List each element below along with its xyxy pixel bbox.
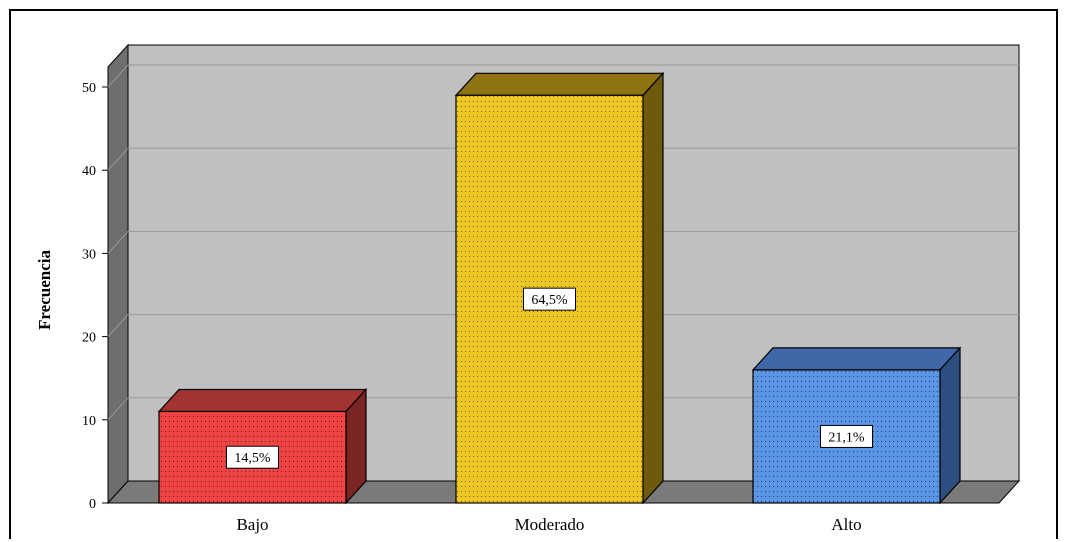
y-axis-ticks: 0 10 20 30 40 50 bbox=[82, 81, 108, 512]
y-tick-label: 0 bbox=[89, 497, 96, 512]
y-tick-label: 10 bbox=[82, 414, 96, 429]
y-tick-label: 40 bbox=[82, 164, 96, 179]
data-label-box bbox=[226, 445, 279, 469]
data-label: 21,1% bbox=[828, 430, 865, 445]
data-label-box bbox=[820, 424, 873, 448]
data-label-box bbox=[523, 287, 576, 311]
gridline-side bbox=[107, 314, 129, 337]
bars: 14,5% 64,5% 21,1% bbox=[157, 71, 962, 505]
x-tick-label: Bajo bbox=[236, 515, 268, 534]
bar-group: 14,5% bbox=[157, 387, 368, 505]
y-tick-label: 50 bbox=[82, 81, 96, 96]
data-label: 14,5% bbox=[234, 451, 271, 466]
data-label: 64,5% bbox=[531, 293, 568, 308]
y-tick-label: 20 bbox=[82, 331, 96, 346]
y-axis-label: Frecuencia bbox=[35, 250, 54, 330]
x-tick-label: Alto bbox=[831, 515, 861, 534]
x-tick-label: Moderado bbox=[515, 515, 585, 534]
gridline-side bbox=[107, 231, 129, 254]
gridline-side bbox=[107, 64, 129, 88]
figure-border bbox=[9, 9, 1058, 539]
gridline-side bbox=[107, 397, 129, 421]
y-tick-label: 30 bbox=[82, 247, 96, 262]
bar-group: 21,1% bbox=[751, 346, 962, 505]
bar-group: 64,5% bbox=[454, 71, 665, 505]
gridline-side bbox=[107, 147, 129, 171]
x-axis-ticks: Bajo Moderado Alto bbox=[236, 515, 861, 534]
